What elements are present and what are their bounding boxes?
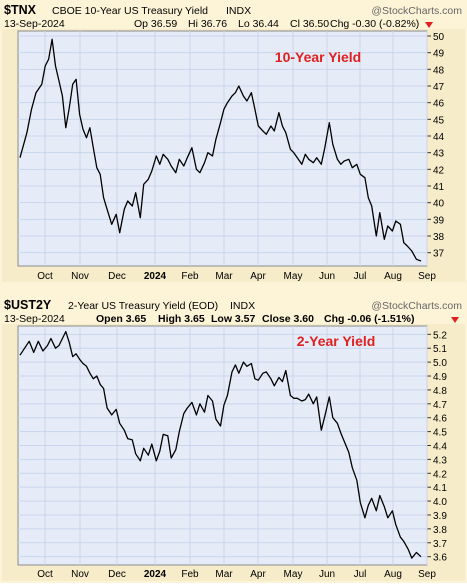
x-tick-label: Oct — [37, 271, 53, 282]
panel-1-close: Cl 36.50 — [290, 18, 329, 30]
y-tick-label: 3.8 — [433, 525, 447, 536]
x-tick-label: Aug — [384, 271, 402, 282]
panel-2-open: Open 3.65 — [96, 313, 146, 325]
x-tick-label: Apr — [250, 569, 266, 580]
panel-1-plot: 37 38 39 40 41 42 43 44 45 46 47 48 49 50 Oct Nov Dec 202… — [2, 29, 465, 282]
x-tick-label: May — [284, 569, 303, 580]
y-tick-label: 4.2 — [433, 469, 447, 480]
y-tick-label: 4.7 — [433, 400, 447, 411]
x-tick-label: Nov — [71, 569, 89, 580]
y-tick-label: 39 — [433, 215, 445, 226]
x-tick-label: Apr — [250, 271, 266, 282]
x-tick-label: Jun — [319, 569, 335, 580]
panel-2-header: $UST2Y 2-Year US Treasury Yield (EOD) IN… — [4, 298, 462, 325]
panel-2-date: 13-Sep-2024 — [4, 313, 65, 325]
y-tick-label: 4.4 — [433, 442, 447, 453]
panel-2-chart-title: 2-Year Yield — [297, 333, 376, 349]
y-tick-label: 44 — [433, 132, 445, 143]
y-tick-label: 4.5 — [433, 428, 447, 439]
y-tick-label: 4.3 — [433, 455, 447, 466]
x-tick-label: Jul — [354, 271, 367, 282]
y-tick-label: 47 — [433, 82, 445, 93]
x-tick-label: Feb — [181, 569, 199, 580]
y-tick-label: 50 — [433, 32, 445, 43]
panel-2-symbol: $UST2Y — [4, 298, 52, 312]
y-tick-label: 49 — [433, 49, 445, 60]
panel-2-name: 2-Year US Treasury Yield (EOD) — [68, 300, 218, 312]
x-tick-label: Sep — [418, 569, 436, 580]
x-tick-label: 2024 — [144, 271, 167, 282]
x-tick-label: Nov — [71, 271, 89, 282]
x-tick-label: Mar — [215, 569, 233, 580]
panel-1-plot-area — [17, 30, 428, 267]
x-tick-label: Dec — [108, 271, 126, 282]
panel-1-name: CBOE 10-Year US Treasury Yield — [52, 5, 208, 17]
y-tick-label: 37 — [433, 249, 445, 260]
y-tick-label: 48 — [433, 65, 445, 76]
x-tick-label: Feb — [181, 271, 199, 282]
panel-2-plot: 3.6 3.7 3.8 3.9 4.0 4.1 4.2 4.3 4.4 4.5 4.6 4.7 4.8 4… — [2, 324, 465, 581]
y-tick-label: 4.9 — [433, 372, 447, 383]
panel-2-close: Close 3.60 — [262, 313, 314, 325]
panel-1-low: Lo 36.44 — [238, 18, 279, 30]
panel-2-watermark: @StockCharts.com — [371, 300, 462, 312]
x-tick-label: Sep — [418, 271, 436, 282]
panel-2-down-arrow-icon — [451, 317, 459, 323]
x-tick-label: Aug — [384, 569, 402, 580]
y-tick-label: 41 — [433, 182, 445, 193]
x-tick-label: Jul — [354, 569, 367, 580]
y-tick-label: 38 — [433, 232, 445, 243]
y-tick-label: 3.6 — [433, 553, 447, 564]
y-tick-label: 46 — [433, 99, 445, 110]
x-tick-label: 2024 — [144, 569, 167, 580]
x-tick-label: Jun — [319, 271, 335, 282]
panel-1-symbol: $TNX — [4, 3, 37, 17]
y-tick-label: 4.0 — [433, 497, 447, 508]
panel-2-series-line — [19, 330, 422, 559]
panel-1-watermark: @StockCharts.com — [371, 5, 462, 17]
y-tick-label: 4.1 — [433, 483, 447, 494]
y-tick-label: 45 — [433, 115, 445, 126]
panel-1-high: Hi 36.76 — [188, 18, 227, 30]
panel-1-series-line — [19, 38, 422, 262]
panel-2-exchange: INDX — [230, 300, 255, 312]
panel-2-high: High 3.65 — [158, 313, 205, 325]
x-tick-label: May — [284, 271, 303, 282]
y-tick-label: 4.6 — [433, 414, 447, 425]
y-tick-label: 5.2 — [433, 330, 447, 341]
panel-1-exchange: INDX — [226, 5, 251, 17]
panel-1-header: $TNX CBOE 10-Year US Treasury Yield INDX… — [4, 3, 462, 30]
y-tick-label: 5.1 — [433, 344, 447, 355]
y-tick-label: 5.0 — [433, 358, 447, 369]
y-tick-label: 42 — [433, 165, 445, 176]
x-tick-label: Mar — [215, 271, 233, 282]
y-tick-label: 43 — [433, 149, 445, 160]
y-tick-label: 40 — [433, 199, 445, 210]
panel-1-date: 13-Sep-2024 — [4, 18, 65, 30]
y-tick-label: 3.7 — [433, 539, 447, 550]
panel-2-change: Chg -0.06 (-1.51%) — [324, 313, 414, 325]
panel-1-change: Chg -0.30 (-0.82%) — [330, 18, 419, 30]
panel-1-open: Op 36.59 — [134, 18, 177, 30]
panel-1-down-arrow-icon — [425, 22, 433, 28]
panel-1-chart-title: 10-Year Yield — [275, 49, 361, 65]
x-tick-label: Dec — [108, 569, 126, 580]
y-tick-label: 3.9 — [433, 511, 447, 522]
panel-2-low: Low 3.57 — [211, 313, 256, 325]
x-tick-label: Oct — [37, 569, 53, 580]
y-tick-label: 4.8 — [433, 386, 447, 397]
